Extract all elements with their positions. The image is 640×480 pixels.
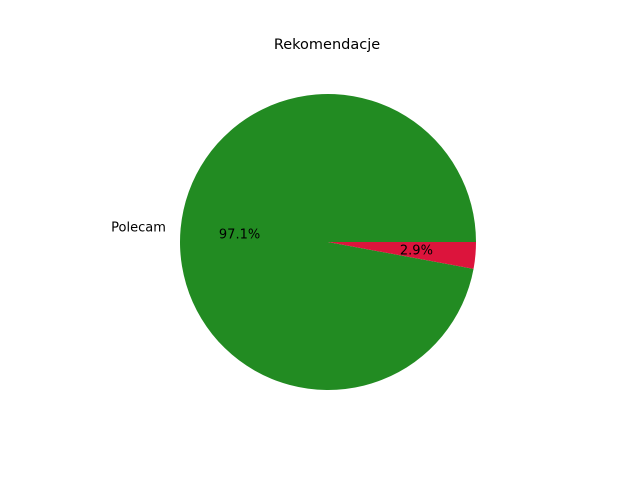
pie-labels: 97.1% Polecam 2.9%: [111, 221, 433, 259]
pie-pct-label-0: 97.1%: [219, 227, 260, 242]
pie-slice-0: [180, 93, 476, 390]
pie-pct-label-1: 2.9%: [400, 244, 433, 259]
pie-slices: [180, 93, 476, 390]
pie-slice-1: [328, 242, 476, 269]
pie-category-label-0: Polecam: [111, 221, 166, 236]
chart-title: Rekomendacje: [274, 37, 380, 53]
